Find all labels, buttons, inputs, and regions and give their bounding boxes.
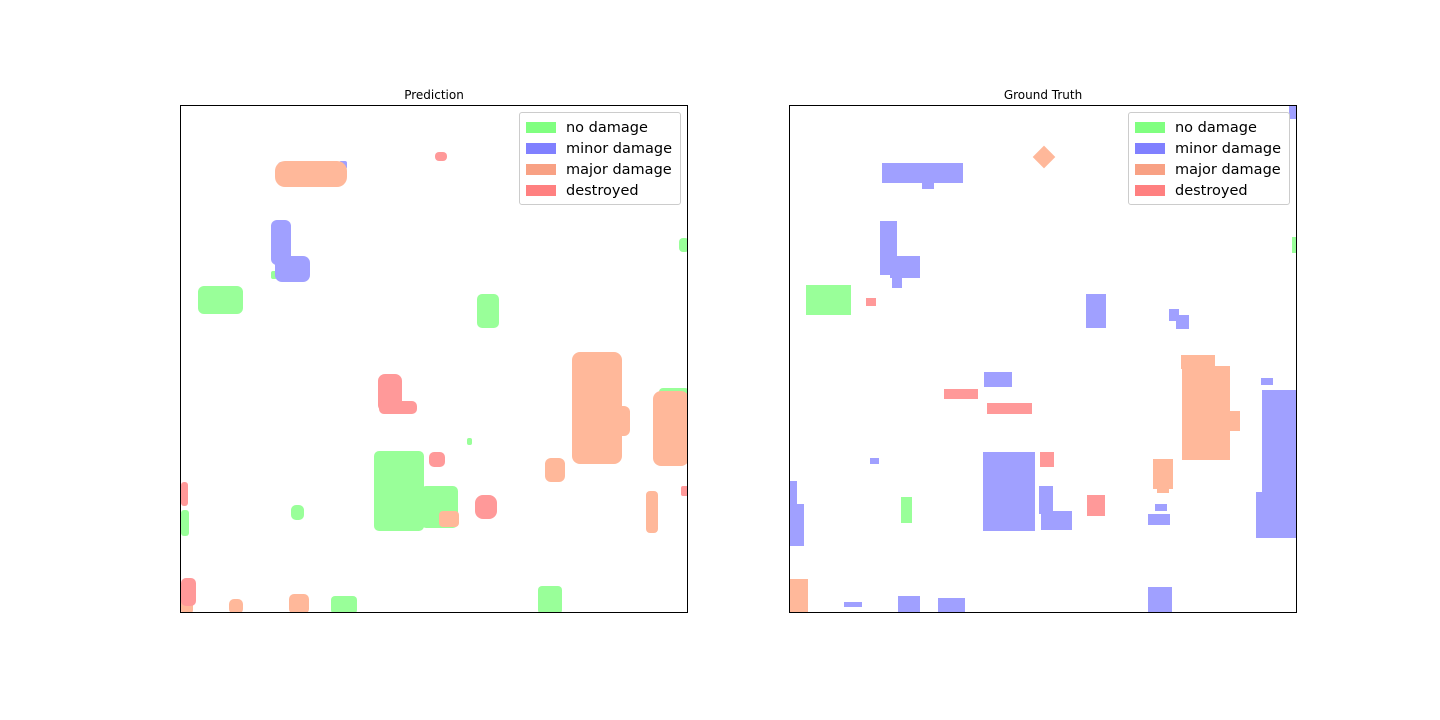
legend-label: major damage bbox=[565, 161, 672, 178]
legend-item-minor-damage: minor damage bbox=[525, 138, 672, 159]
legend-item-major-damage: major damage bbox=[1134, 159, 1281, 180]
ground-truth-mask-layer bbox=[790, 106, 1296, 612]
prediction-legend: no damage minor damage major damage dest… bbox=[518, 112, 681, 205]
prediction-mask-layer bbox=[181, 152, 687, 612]
ground-truth-map: no damage minor damage major damage dest… bbox=[789, 105, 1297, 613]
legend-label: destroyed bbox=[565, 182, 639, 199]
legend-item-no-damage: no damage bbox=[525, 117, 672, 138]
panel-title-ground-truth: Ground Truth bbox=[1003, 88, 1083, 102]
legend-label: minor damage bbox=[565, 140, 672, 157]
legend-label: no damage bbox=[565, 119, 648, 136]
prediction-map: no damage minor damage major damage dest… bbox=[180, 105, 688, 613]
legend-swatch bbox=[525, 164, 556, 175]
legend-label: destroyed bbox=[1174, 182, 1248, 199]
legend-swatch bbox=[1134, 122, 1165, 133]
legend-label: minor damage bbox=[1174, 140, 1281, 157]
legend-swatch bbox=[1134, 185, 1165, 196]
legend-swatch bbox=[525, 185, 556, 196]
legend-swatch bbox=[1134, 164, 1165, 175]
panel-title-prediction: Prediction bbox=[404, 88, 464, 102]
legend-item-destroyed: destroyed bbox=[1134, 180, 1281, 201]
legend-swatch bbox=[525, 122, 556, 133]
legend-label: no damage bbox=[1174, 119, 1257, 136]
ground-truth-legend: no damage minor damage major damage dest… bbox=[1127, 112, 1290, 205]
legend-item-minor-damage: minor damage bbox=[1134, 138, 1281, 159]
legend-item-no-damage: no damage bbox=[1134, 117, 1281, 138]
legend-swatch bbox=[1134, 143, 1165, 154]
legend-item-destroyed: destroyed bbox=[525, 180, 672, 201]
legend-swatch bbox=[525, 143, 556, 154]
legend-item-major-damage: major damage bbox=[525, 159, 672, 180]
legend-label: major damage bbox=[1174, 161, 1281, 178]
